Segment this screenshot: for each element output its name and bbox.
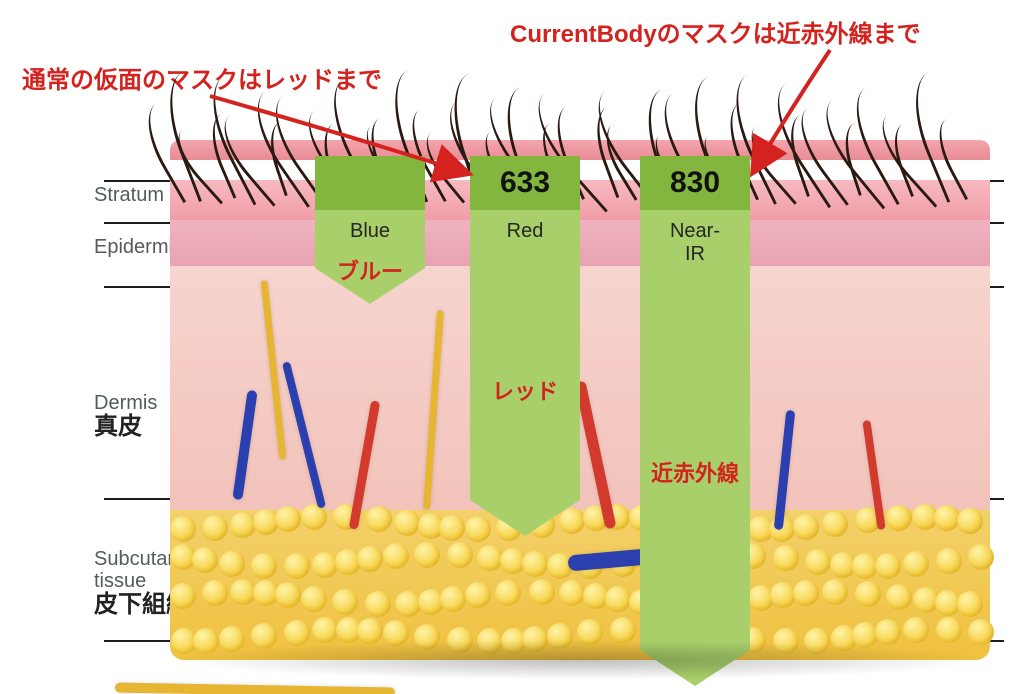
ground-shadow: [170, 640, 990, 680]
arrow-en-blue: Blue: [315, 210, 425, 243]
arrow-blue: Blue ブルー: [315, 156, 425, 304]
skin-cross-section: Blueブルー633Redレッド830Near-IR近赤外線: [170, 140, 990, 660]
arrow-en-nir: Near-: [640, 210, 750, 243]
arrow-jp-blue: ブルー: [315, 254, 425, 286]
arrow-red: 633Red レッド: [470, 156, 580, 536]
arrow-jp-nir: 近赤外線: [640, 456, 750, 488]
arrow-en-red: Red: [470, 210, 580, 243]
diagram-stage: 通常の仮面のマスクはレッドまで CurrentBodyのマスクは近赤外線まで S…: [0, 0, 1024, 694]
arrow-jp-red: レッド: [470, 374, 580, 406]
arrow-nir: 830Near-IR近赤外線: [640, 156, 750, 686]
penetration-arrows: Blueブルー633Redレッド830Near-IR近赤外線: [170, 140, 990, 660]
wavelength-nir: 830: [640, 156, 750, 210]
wavelength-red: 633: [470, 156, 580, 210]
wavelength-blue: [315, 156, 425, 210]
